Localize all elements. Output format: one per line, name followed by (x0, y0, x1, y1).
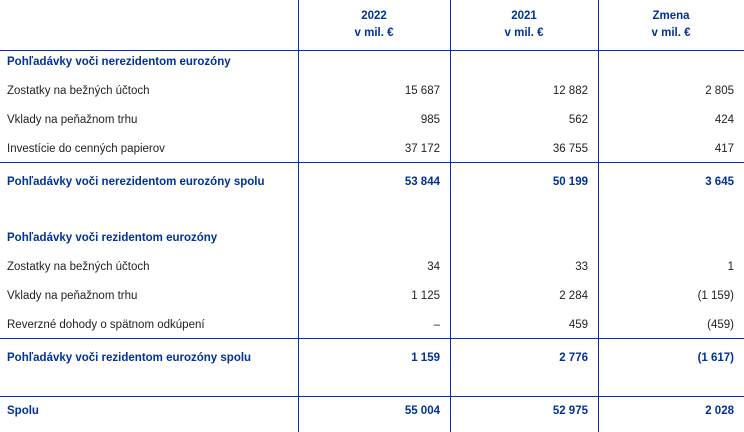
row-label: Vklady na peňažnom trhu (7, 290, 138, 302)
section-title: Pohľadávky voči rezidentom eurozóny (7, 232, 218, 244)
grand-total-value: 55 004 (404, 405, 440, 417)
row-value: 2 284 (559, 290, 588, 302)
row-value: 12 882 (552, 85, 588, 97)
column-year: Zmena (652, 10, 690, 22)
row-value: 985 (420, 114, 440, 126)
row-divider (0, 50, 744, 51)
row-value: 562 (568, 114, 588, 126)
section-total-value: 50 199 (552, 176, 588, 188)
row-value: 15 687 (404, 85, 440, 97)
row-value: 459 (568, 319, 588, 331)
column-divider (298, 0, 299, 432)
row-divider (0, 396, 744, 397)
column-divider (598, 0, 599, 432)
grand-total-value: 2 028 (705, 405, 734, 417)
section-total-label: Pohľadávky voči rezidentom eurozóny spol… (7, 352, 252, 364)
column-unit: v mil. € (354, 27, 394, 39)
column-unit: v mil. € (651, 27, 691, 39)
section-title: Pohľadávky voči nerezidentom eurozóny (7, 56, 231, 68)
section-total-value: 53 844 (404, 176, 440, 188)
row-divider (0, 338, 744, 339)
column-year: 2021 (511, 10, 537, 22)
row-value: 36 755 (552, 143, 588, 155)
row-label: Investície do cenných papierov (7, 143, 165, 155)
grand-total-label: Spolu (7, 405, 39, 417)
row-value: 417 (714, 143, 734, 155)
row-label: Zostatky na bežných účtoch (7, 261, 150, 273)
row-divider (0, 162, 744, 163)
row-label: Zostatky na bežných účtoch (7, 85, 150, 97)
row-label: Reverzné dohody o spätnom odkúpení (7, 319, 205, 331)
row-value: 424 (714, 114, 734, 126)
column-divider (450, 0, 451, 432)
section-total-value: 2 776 (559, 352, 588, 364)
grand-total-value: 52 975 (552, 405, 588, 417)
row-value: 34 (427, 261, 440, 273)
row-value: (459) (707, 319, 734, 331)
row-value: 2 805 (705, 85, 734, 97)
row-value: – (433, 319, 440, 331)
section-total-value: (1 617) (697, 352, 734, 364)
section-total-value: 3 645 (705, 176, 734, 188)
row-label: Vklady na peňažnom trhu (7, 114, 138, 126)
row-value: 1 (727, 261, 734, 273)
row-value: (1 159) (697, 290, 734, 302)
row-value: 37 172 (404, 143, 440, 155)
section-total-label: Pohľadávky voči nerezidentom eurozóny sp… (7, 176, 265, 188)
column-unit: v mil. € (504, 27, 544, 39)
row-value: 1 125 (411, 290, 440, 302)
section-total-value: 1 159 (411, 352, 440, 364)
column-year: 2022 (361, 10, 387, 22)
row-value: 33 (575, 261, 588, 273)
